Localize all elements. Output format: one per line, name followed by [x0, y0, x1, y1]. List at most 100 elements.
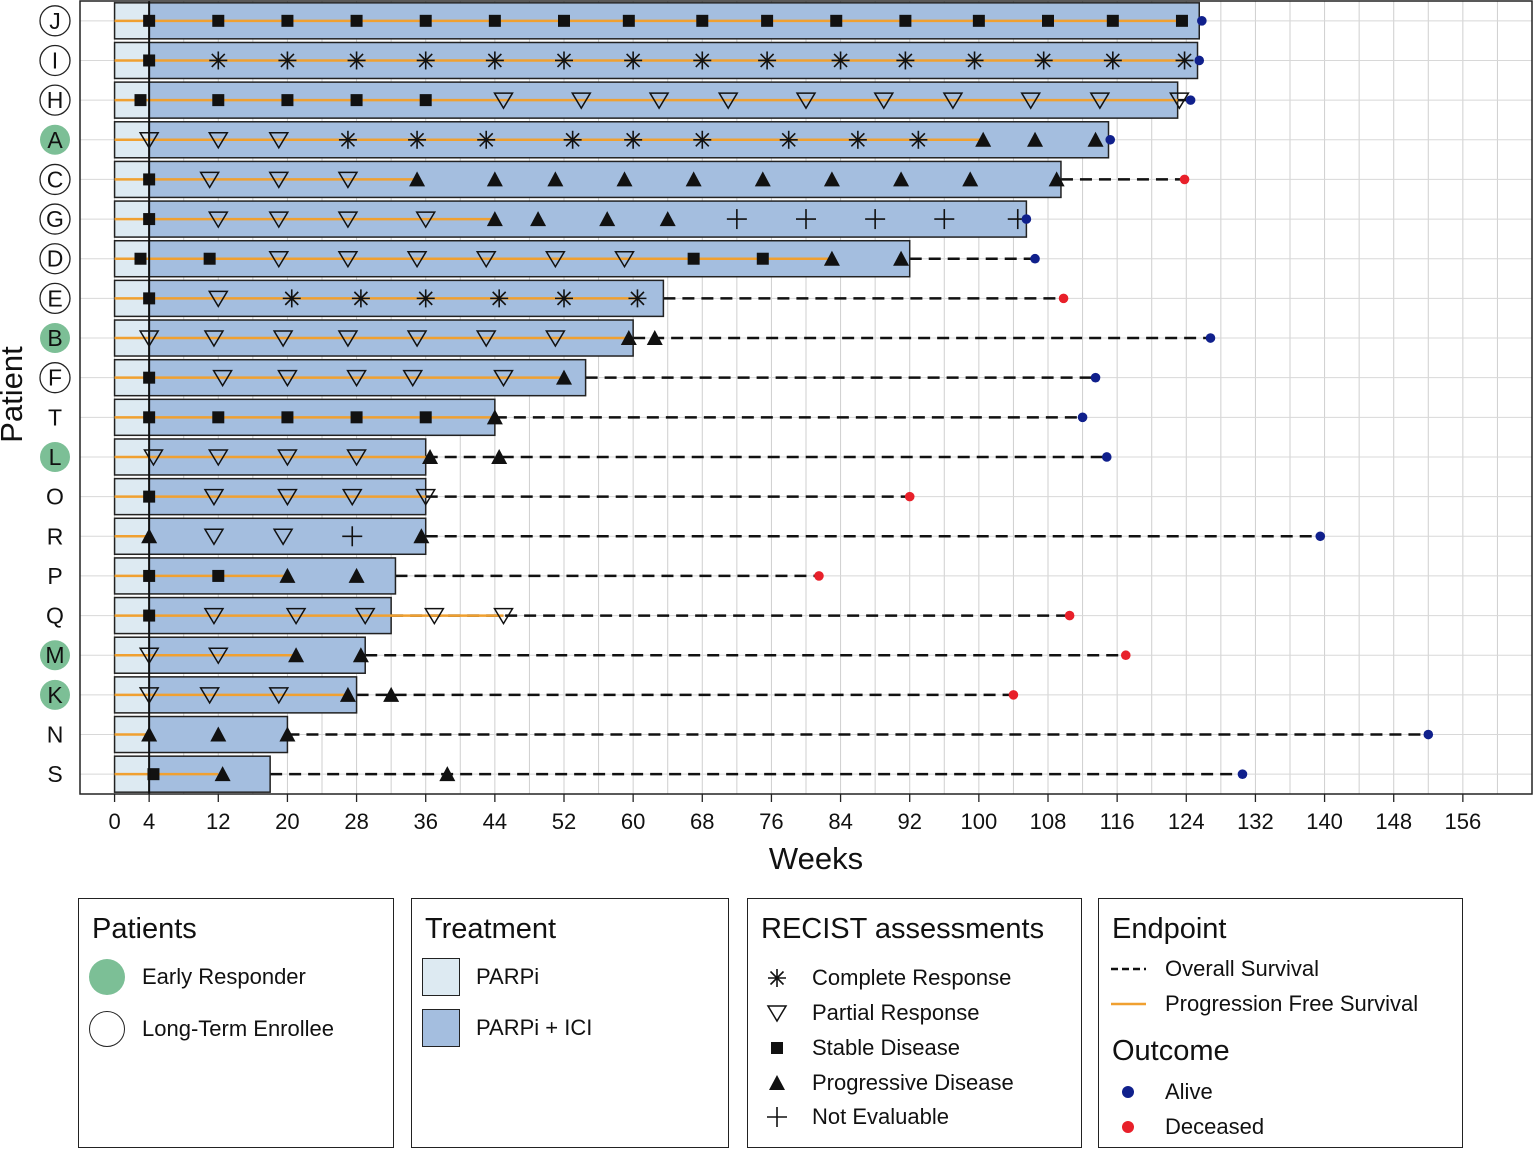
progressive-disease-marker [659, 211, 676, 227]
complete-response-marker [351, 289, 370, 308]
deceased-dot [814, 571, 824, 581]
patient-label: N [47, 722, 64, 748]
partial-response-marker [570, 92, 592, 110]
progressive-disease-marker [210, 726, 227, 742]
stable-disease-marker [899, 14, 912, 27]
legend-item-complete-response: Complete Response [754, 962, 1011, 994]
stable-disease-marker [419, 94, 432, 107]
stable-disease-marker [687, 252, 700, 265]
complete-response-marker [693, 130, 712, 149]
partial-response-marker [207, 132, 229, 150]
not-evaluable-marker [726, 209, 747, 230]
early-responder-badge [40, 323, 70, 354]
partial-response-marker [341, 488, 363, 507]
x-tick-label: 132 [1237, 809, 1274, 834]
x-tick-label: 76 [759, 809, 783, 834]
legend-item-alive: Alive [1105, 1076, 1213, 1108]
x-tick-label: 52 [552, 809, 576, 834]
progressive-disease-marker [685, 171, 702, 187]
x-tick-label: 100 [960, 809, 997, 834]
stable-disease-icon [771, 1042, 783, 1054]
complete-response-marker [848, 130, 867, 149]
partial-response-marker [337, 211, 359, 229]
partial-response-marker [648, 92, 670, 110]
complete-response-marker [563, 130, 582, 149]
complete-response-marker [779, 130, 798, 149]
deceased-label: Deceased [1165, 1114, 1265, 1139]
complete-response-marker [416, 289, 435, 308]
legend-item-pfs: Progression Free Survival [1105, 988, 1418, 1020]
legend-item-progressive-disease: Progressive Disease [754, 1067, 1014, 1099]
x-tick-label: 60 [621, 809, 645, 834]
patient-label: G [46, 206, 64, 232]
alive-dot [1237, 769, 1248, 779]
partial-response-marker [207, 290, 229, 308]
partial-response-marker [268, 132, 290, 150]
patient-row-q: Q [46, 596, 1075, 635]
progressive-disease-marker [486, 171, 503, 187]
alive-dot [1315, 531, 1326, 542]
early-responder-icon [89, 959, 125, 995]
alive-dot [1105, 134, 1116, 145]
partial-response-marker [203, 528, 225, 546]
patient-label: M [45, 642, 64, 668]
x-tick-label: 148 [1375, 809, 1412, 834]
x-tick-label: 20 [275, 809, 299, 834]
stable-disease-marker [147, 768, 160, 781]
deceased-dot [1179, 174, 1190, 185]
progressive-disease-marker [439, 766, 456, 782]
partial-response-marker [354, 607, 376, 626]
progressive-disease-label: Progressive Disease [812, 1070, 1014, 1095]
partial-response-marker [545, 330, 566, 348]
legend-item-early-responder: Early Responder [84, 959, 306, 995]
not-evaluable-label: Not Evaluable [812, 1104, 949, 1129]
long-term-enrollee-badge [39, 203, 71, 235]
endpoint-legend: Endpoint Overall Survival Progression Fr… [1098, 898, 1463, 1148]
patient-row-j: J [39, 2, 1207, 40]
long-term-enrollee-icon [89, 1011, 125, 1047]
legend-item-parpi-ici: PARPi + ICI [418, 1009, 592, 1047]
complete-response-marker [831, 51, 850, 70]
patient-label: E [47, 285, 62, 311]
partial-response-marker [272, 528, 294, 546]
patient-label: P [47, 563, 62, 589]
alive-dot [1030, 253, 1040, 264]
progressive-disease-marker [486, 211, 503, 227]
patients-legend-title: Patients [92, 913, 197, 945]
partial-response-marker [285, 607, 307, 626]
partial-response-marker [277, 488, 298, 507]
treatment-legend-title: Treatment [425, 913, 557, 945]
stable-disease-marker [488, 14, 501, 27]
long-term-enrollee-label: Long-Term Enrollee [142, 1016, 334, 1041]
stable-disease-marker [350, 411, 363, 424]
progressive-disease-marker [409, 171, 426, 187]
stable-disease-marker [558, 14, 570, 27]
patient-row-c: C [39, 160, 1190, 199]
partial-response-marker [337, 171, 359, 189]
patient-row-t: T [48, 398, 1088, 437]
stable-disease-marker [1042, 14, 1054, 27]
patient-label: J [49, 8, 61, 34]
partial-response-marker [337, 250, 359, 269]
partial-response-marker [493, 607, 514, 626]
stable-disease-marker [761, 14, 774, 27]
progressive-disease-marker [893, 171, 910, 187]
patient-label: C [47, 166, 64, 192]
partial-response-marker [203, 607, 225, 626]
partial-response-marker [277, 449, 298, 467]
legend-item-parpi: PARPi [418, 958, 539, 996]
complete-response-marker [1034, 51, 1053, 70]
complete-response-marker [282, 289, 301, 308]
x-tick-label: 108 [1030, 809, 1067, 834]
partial-response-icon [766, 1005, 788, 1023]
alive-dot [1021, 214, 1032, 224]
parpi-ici-swatch [422, 1009, 460, 1047]
patient-label: A [47, 127, 63, 153]
progressive-disease-marker [214, 766, 231, 782]
patient-label: R [47, 523, 64, 549]
patient-label: Q [46, 603, 64, 629]
x-tick-label: 44 [483, 809, 507, 834]
complete-response-marker [278, 51, 297, 70]
progressive-disease-marker [413, 528, 430, 544]
x-tick-label: 156 [1444, 809, 1481, 834]
